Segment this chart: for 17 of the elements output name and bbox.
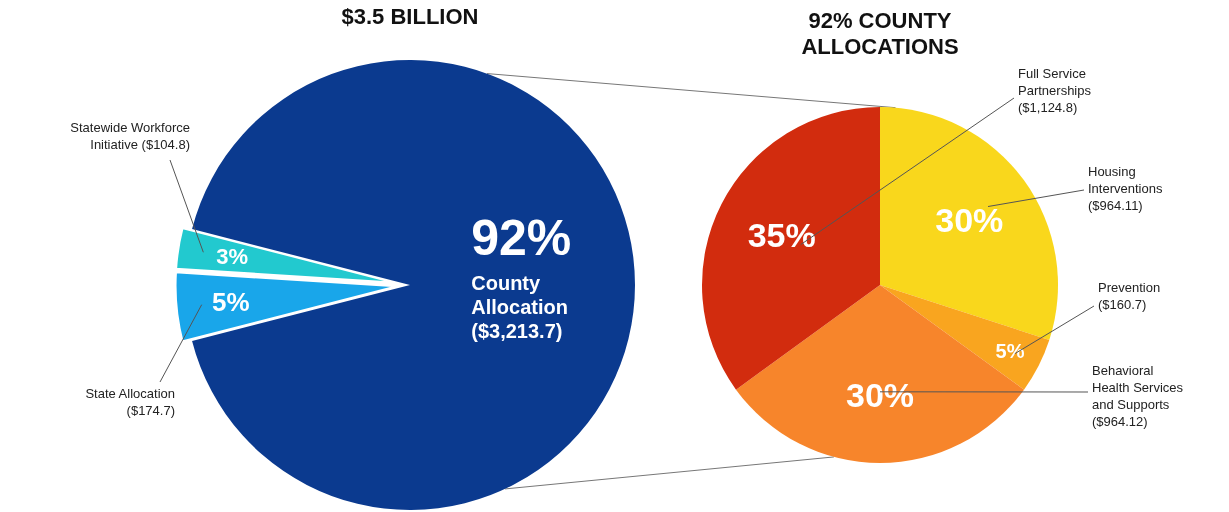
slice-label: County Allocation ($3,213.7) [471,272,568,342]
data-label: 5% [212,286,250,317]
data-label: 3% [216,244,249,270]
chart-title: $3.5 BILLION [341,4,479,29]
data-label: 92% [471,210,572,266]
chart-title: 92% COUNTY ALLOCATIONS [801,8,959,59]
data-label: 5% [995,340,1025,363]
data-label: 30% [935,201,1004,240]
slice-label: Prevention ($160.7) [1098,280,1161,312]
data-label: 35% [747,215,816,254]
slice-label: Housing Interventions ($964.11) [1088,164,1163,213]
data-label: 30% [845,376,915,415]
slice-label: Full Service Partnerships ($1,124.8) [1018,66,1092,115]
pie-slice [736,285,1025,463]
slice-label: Behavioral Health Services and Supports ($964.12) [1092,363,1184,429]
slice-label: Statewide Workforce Initiative ($104.8) [70,120,190,152]
slice-label: State Allocation ($174.7) [85,386,175,418]
